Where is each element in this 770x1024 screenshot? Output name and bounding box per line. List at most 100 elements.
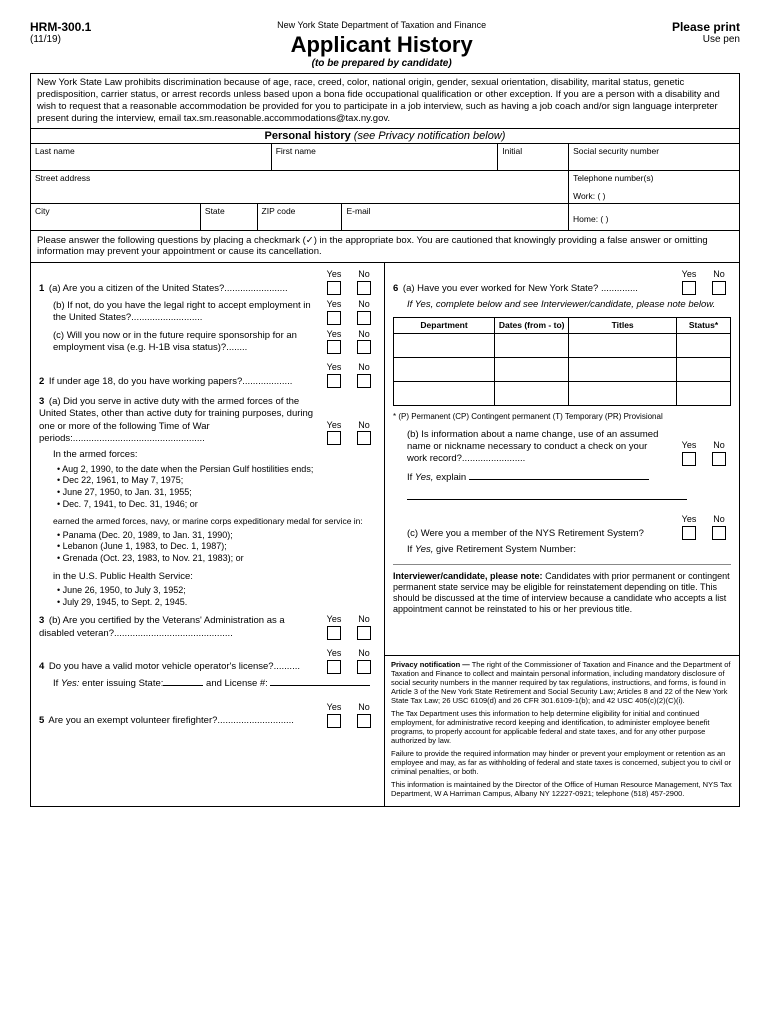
q1c-row: (c) Will you now or in the future requir…: [53, 329, 376, 355]
yes-label: Yes: [327, 702, 342, 714]
q6b-text: (b) Is information about a name change, …: [407, 429, 677, 466]
q6c-yes[interactable]: [682, 526, 696, 540]
q6b-explain: If Yes, explain: [407, 470, 731, 484]
no-label: No: [713, 269, 725, 281]
q3-medal-intro: earned the armed forces, navy, or marine…: [53, 516, 376, 527]
telephone-label: Telephone number(s): [573, 173, 735, 183]
yes-label: Yes: [682, 514, 697, 526]
q6b-yes[interactable]: [682, 452, 696, 466]
no-label: No: [358, 269, 370, 281]
yes-label: Yes: [327, 269, 342, 281]
list-item: Aug 2, 1990, to the date when the Persia…: [57, 464, 376, 476]
yes-label: Yes: [682, 440, 697, 452]
q1a-row: 1 (a) Are you a citizen of the United St…: [39, 269, 376, 295]
q4-yes[interactable]: [327, 660, 341, 674]
form-subtitle: (to be prepared by candidate): [91, 58, 672, 69]
form-body: New York State Law prohibits discriminat…: [30, 73, 740, 807]
q5-no[interactable]: [357, 714, 371, 728]
q1a-text: 1 (a) Are you a citizen of the United St…: [39, 283, 322, 295]
q6c-text: (c) Were you a member of the NYS Retirem…: [407, 528, 677, 540]
state-field[interactable]: State: [201, 204, 258, 230]
q3-phs-list: June 26, 1950, to July 3, 1952; July 29,…: [57, 585, 376, 608]
note-bold: Interviewer/candidate, please note:: [393, 571, 543, 581]
q6b-explain-line2: [407, 490, 731, 504]
initial-field[interactable]: Initial: [498, 144, 569, 170]
list-item: June 26, 1950, to July 3, 1952;: [57, 585, 376, 597]
ssn-field[interactable]: Social security number: [569, 144, 739, 170]
q1a-yes[interactable]: [327, 281, 341, 295]
q3a-no[interactable]: [357, 431, 371, 445]
form-date: (11/19): [30, 34, 91, 45]
list-item: Dec. 7, 1941, to Dec. 31, 1946; or: [57, 499, 376, 511]
no-label: No: [713, 440, 725, 452]
q3-phs-intro: in the U.S. Public Health Service:: [53, 571, 376, 583]
q1b-no[interactable]: [357, 311, 371, 325]
th-dates: Dates (from - to): [495, 318, 569, 334]
home-phone[interactable]: Home: ( ): [569, 204, 739, 230]
city-field[interactable]: City: [31, 204, 201, 230]
work-phone: Work: ( ): [573, 191, 735, 201]
q1a-no[interactable]: [357, 281, 371, 295]
q1c-yes[interactable]: [327, 340, 341, 354]
table-row[interactable]: [394, 382, 731, 406]
no-label: No: [358, 362, 370, 374]
table-row[interactable]: [394, 334, 731, 358]
privacy-heading: Privacy notification —: [391, 660, 470, 669]
no-label: No: [358, 420, 370, 432]
q4-no[interactable]: [357, 660, 371, 674]
privacy-p3: Failure to provide the required informat…: [391, 749, 733, 776]
zip-field[interactable]: ZIP code: [258, 204, 343, 230]
yes-label: Yes: [327, 329, 342, 341]
q6a-sub: If Yes, complete below and see Interview…: [407, 299, 731, 311]
first-name-field[interactable]: First name: [272, 144, 499, 170]
street-field[interactable]: Street address: [31, 171, 569, 203]
no-label: No: [358, 702, 370, 714]
yes-label: Yes: [682, 269, 697, 281]
yes-label: Yes: [327, 362, 342, 374]
interviewer-note: Interviewer/candidate, please note: Cand…: [393, 564, 731, 614]
name-row: Last name First name Initial Social secu…: [31, 144, 739, 171]
q4-sub: If Yes: enter issuing State: and License…: [53, 678, 376, 690]
instructions-text: Please answer the following questions by…: [31, 231, 739, 264]
q3b-yes[interactable]: [327, 626, 341, 640]
q6c-sub: If Yes, give Retirement System Number:: [407, 544, 731, 556]
q6c-row: (c) Were you a member of the NYS Retirem…: [407, 514, 731, 540]
q2-no[interactable]: [357, 374, 371, 388]
q2-yes[interactable]: [327, 374, 341, 388]
q4-row: 4 Do you have a valid motor vehicle oper…: [39, 648, 376, 674]
header-right: Please print Use pen: [672, 20, 740, 45]
q5-yes[interactable]: [327, 714, 341, 728]
no-label: No: [713, 514, 725, 526]
q6a-no[interactable]: [712, 281, 726, 295]
yes-label: Yes: [327, 648, 342, 660]
q6a-row: 6 (a) Have you ever worked for New York …: [393, 269, 731, 295]
q1c-no[interactable]: [357, 340, 371, 354]
yes-label: Yes: [327, 420, 342, 432]
q1b-yes[interactable]: [327, 311, 341, 325]
questions-area: 1 (a) Are you a citizen of the United St…: [31, 263, 739, 805]
status-legend: * (P) Permanent (CP) Contingent permanen…: [393, 412, 731, 422]
q1c-text: (c) Will you now or in the future requir…: [53, 330, 322, 355]
privacy-notification: Privacy notification — The right of the …: [385, 655, 739, 806]
th-status: Status*: [677, 318, 731, 334]
q6b-no[interactable]: [712, 452, 726, 466]
last-name-field[interactable]: Last name: [31, 144, 272, 170]
q6a-yes[interactable]: [682, 281, 696, 295]
ph-bold: Personal history: [265, 130, 351, 142]
telephone-field[interactable]: Telephone number(s) Work: ( ): [569, 171, 739, 203]
please-print: Please print: [672, 20, 740, 34]
q3b-no[interactable]: [357, 626, 371, 640]
q3a-yes[interactable]: [327, 431, 341, 445]
form-id: HRM-300.1: [30, 20, 91, 34]
no-label: No: [358, 299, 370, 311]
q1b-row: (b) If not, do you have the legal right …: [53, 299, 376, 325]
q5-row: 5 Are you an exempt volunteer firefighte…: [39, 702, 376, 728]
list-item: Lebanon (June 1, 1983, to Dec. 1, 1987);: [57, 541, 376, 553]
email-field[interactable]: E-mail: [342, 204, 569, 230]
q3-armed-intro: In the armed forces:: [53, 449, 376, 461]
table-row[interactable]: [394, 358, 731, 382]
q6c-no[interactable]: [712, 526, 726, 540]
q4-text: 4 Do you have a valid motor vehicle oper…: [39, 661, 322, 673]
no-label: No: [358, 329, 370, 341]
no-label: No: [358, 648, 370, 660]
